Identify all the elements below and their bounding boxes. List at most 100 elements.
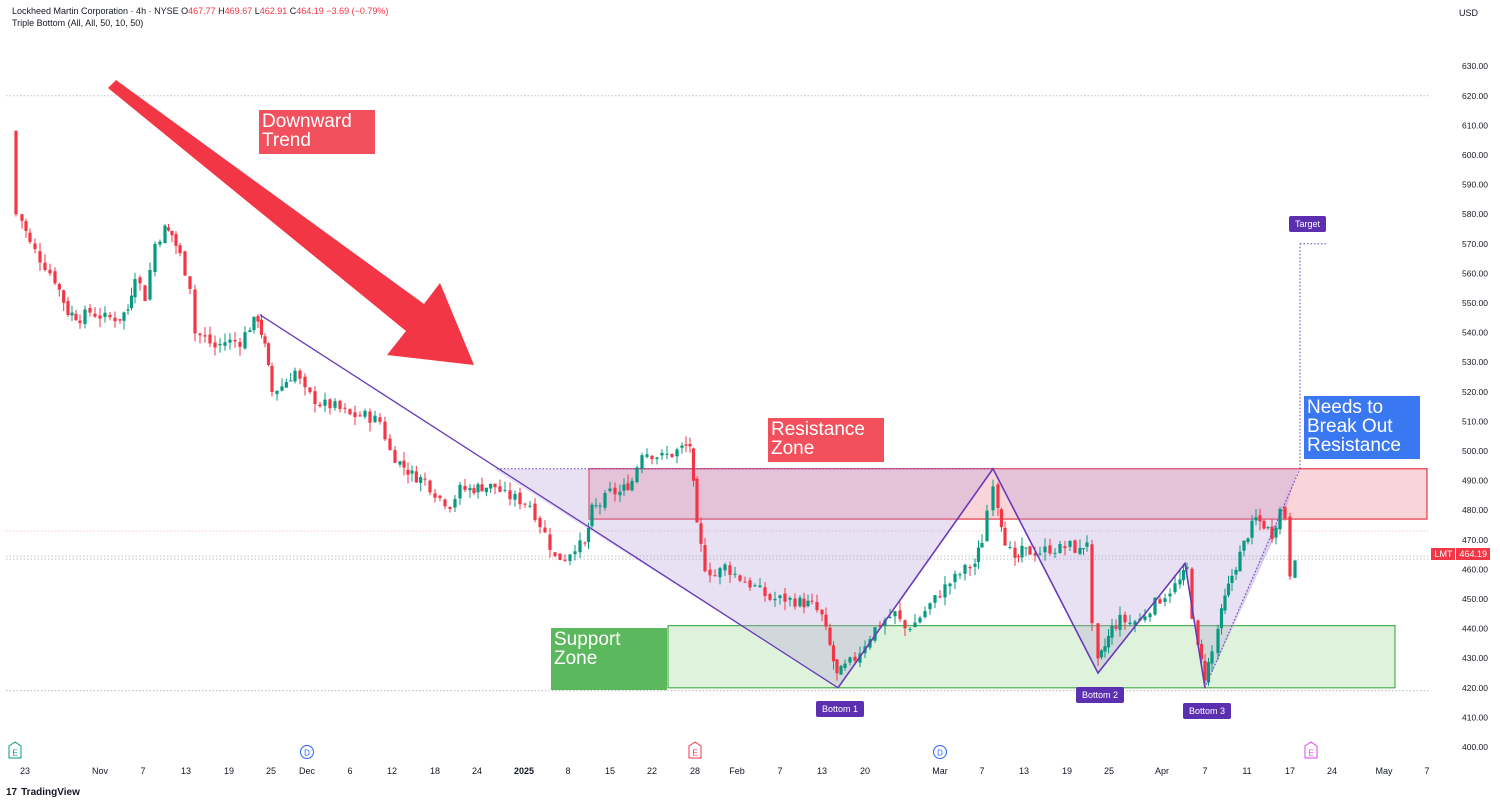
candle-body bbox=[843, 663, 847, 669]
candle-body bbox=[650, 455, 654, 460]
candle-body bbox=[640, 455, 644, 469]
dividend-marker: D bbox=[933, 745, 947, 759]
candle-body bbox=[655, 457, 659, 459]
candle-body bbox=[1043, 546, 1047, 553]
candle-body bbox=[103, 312, 107, 317]
candle-body bbox=[598, 505, 602, 507]
candle-body bbox=[618, 491, 622, 496]
candle-body bbox=[303, 376, 307, 388]
candle-body bbox=[458, 484, 462, 499]
candle-body bbox=[166, 227, 171, 231]
candle-body bbox=[284, 382, 288, 388]
candle-body bbox=[508, 490, 512, 500]
candle-body bbox=[472, 488, 476, 494]
candle-body bbox=[820, 609, 824, 615]
candle-body bbox=[1168, 593, 1172, 597]
candle-body bbox=[148, 270, 152, 300]
price-tick-label: 540.00 bbox=[1462, 328, 1488, 338]
candle-body bbox=[243, 332, 247, 349]
candle-body bbox=[280, 386, 284, 391]
candle-body bbox=[93, 313, 97, 317]
time-tick-label: 18 bbox=[430, 766, 440, 776]
candle-body bbox=[448, 507, 452, 509]
candle-body bbox=[33, 243, 37, 250]
candle-body bbox=[691, 448, 696, 481]
candle-body bbox=[883, 620, 887, 626]
candle-body bbox=[74, 313, 78, 321]
candle-body bbox=[793, 598, 797, 607]
time-tick-label: 7 bbox=[140, 766, 145, 776]
candle-body bbox=[888, 617, 892, 619]
tradingview-logo[interactable]: 17 TradingView bbox=[6, 787, 80, 798]
candle-body bbox=[848, 657, 852, 663]
candle-body bbox=[463, 485, 467, 490]
pattern-overlay bbox=[259, 243, 1326, 689]
candle-body bbox=[583, 542, 587, 544]
breakout-note: Needs to Break Out Resistance bbox=[1304, 396, 1420, 459]
candle-body bbox=[248, 330, 252, 333]
time-tick-label: 28 bbox=[690, 766, 700, 776]
candle-body bbox=[523, 503, 527, 505]
candle-body bbox=[83, 309, 87, 324]
candle-body bbox=[353, 412, 357, 417]
candle-body bbox=[1063, 546, 1067, 549]
candle-body bbox=[428, 480, 432, 493]
event-letter: E bbox=[1308, 749, 1313, 758]
candle-body bbox=[318, 404, 322, 407]
candle-body bbox=[1238, 551, 1242, 572]
candle-body bbox=[1118, 614, 1122, 630]
candle-body bbox=[323, 399, 327, 406]
time-tick-label: Mar bbox=[932, 766, 948, 776]
dividend-marker: D bbox=[300, 745, 314, 759]
candle-body bbox=[1181, 570, 1186, 581]
candle-body bbox=[298, 370, 302, 379]
candle-body bbox=[358, 415, 362, 417]
candle-body bbox=[1153, 597, 1157, 615]
candle-body bbox=[256, 316, 260, 322]
candle-body bbox=[484, 487, 488, 493]
time-tick-label: 12 bbox=[387, 766, 397, 776]
candle-body bbox=[1078, 547, 1082, 554]
candle-body bbox=[573, 551, 577, 555]
event-letter: E bbox=[692, 749, 697, 758]
candle-body bbox=[999, 509, 1004, 528]
candle-body bbox=[728, 565, 732, 575]
candle-body bbox=[1196, 620, 1200, 645]
candle-body bbox=[590, 504, 594, 527]
candle-body bbox=[378, 417, 382, 422]
candle-body bbox=[233, 339, 237, 342]
price-tick-label: 460.00 bbox=[1462, 564, 1488, 574]
candle-body bbox=[626, 483, 630, 490]
price-tick-label: 440.00 bbox=[1462, 624, 1488, 634]
price-tick-label: 610.00 bbox=[1462, 120, 1488, 130]
candle-body bbox=[773, 598, 777, 601]
candle-body bbox=[1053, 552, 1057, 554]
time-tick-label: 13 bbox=[181, 766, 191, 776]
earnings-marker: E bbox=[8, 741, 22, 759]
downward-trend-note: Downward Trend bbox=[259, 110, 375, 154]
candle-body bbox=[1114, 626, 1118, 629]
candle-body bbox=[645, 454, 649, 457]
candle-body bbox=[568, 554, 572, 561]
candle-body bbox=[763, 587, 767, 597]
price-tick-label: 520.00 bbox=[1462, 387, 1488, 397]
candle-body bbox=[1203, 660, 1207, 681]
candle-body bbox=[1038, 553, 1042, 555]
symbol-line[interactable]: Lockheed Martin Corporation · 4h · NYSE bbox=[12, 6, 179, 16]
earnings-marker: E bbox=[688, 741, 702, 759]
candle-body bbox=[1283, 507, 1287, 519]
candle-body bbox=[1096, 623, 1100, 659]
indicator-label[interactable]: Triple Bottom (All, All, 50, 10, 50) bbox=[12, 18, 144, 28]
candle-body bbox=[1148, 613, 1152, 618]
candle-body bbox=[1081, 548, 1086, 550]
candle-body bbox=[603, 493, 607, 508]
currency-label[interactable]: USD bbox=[1458, 8, 1478, 18]
candle-body bbox=[528, 505, 532, 507]
candle-body bbox=[1206, 662, 1211, 683]
candle-body bbox=[1242, 540, 1246, 551]
candle-body bbox=[443, 499, 447, 507]
time-tick-label: 24 bbox=[472, 766, 482, 776]
candle-body bbox=[133, 279, 137, 298]
candle-body bbox=[1178, 579, 1182, 585]
